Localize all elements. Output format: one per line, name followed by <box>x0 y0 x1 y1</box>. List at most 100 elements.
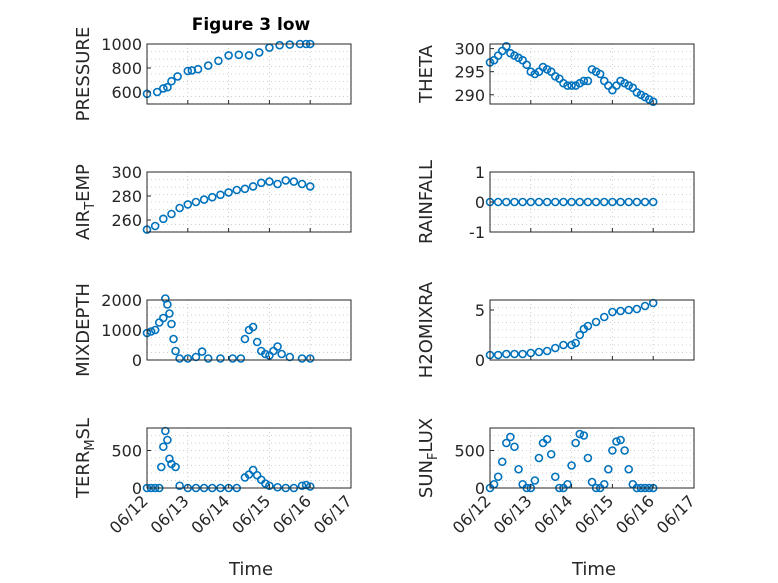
data-point <box>567 81 576 90</box>
data-point <box>305 482 315 491</box>
x-tick-label: 06/17 <box>310 491 356 537</box>
data-point <box>216 190 225 200</box>
data-point <box>493 472 503 482</box>
y-tick-label: 5 <box>475 301 485 320</box>
data-point <box>518 349 527 359</box>
data-point <box>150 325 160 335</box>
data-point <box>522 60 532 70</box>
data-point <box>583 197 593 207</box>
data-point <box>277 349 286 359</box>
data-point <box>563 81 572 90</box>
panel-pressure: 600 800 1000 PRESSURE <box>73 27 352 122</box>
data-point <box>624 305 634 315</box>
x-tick-label: 06/12 <box>106 491 152 537</box>
data-point <box>248 182 258 191</box>
data-point <box>167 319 176 329</box>
y-axis-label: PRESSURE <box>73 27 94 122</box>
data-point <box>591 197 601 207</box>
panel-h2omixra: 0 5 H2OMIXRA <box>416 281 695 378</box>
data-point <box>297 179 307 189</box>
data-point <box>567 197 576 207</box>
data-point <box>171 462 180 472</box>
data-point <box>608 307 617 317</box>
y-axis-label: MIXDEPTH <box>73 283 94 377</box>
y-tick-label: 0 <box>475 479 485 498</box>
axes-box <box>489 43 695 105</box>
data-point <box>575 429 585 439</box>
data-point <box>624 464 634 474</box>
data-point <box>575 197 585 207</box>
data-point <box>167 76 176 86</box>
y-axis-label: THETA <box>416 44 437 104</box>
plot-area <box>490 44 694 104</box>
x-tick-label: 06/12 <box>449 491 495 537</box>
data-point <box>183 200 193 209</box>
data-point <box>305 354 315 363</box>
panel-theta: 290 295 300 THETA <box>416 40 695 106</box>
data-point <box>252 337 262 347</box>
data-point <box>265 481 274 491</box>
y-tick-label: 500 <box>111 442 142 461</box>
data-point <box>534 197 544 207</box>
data-point <box>165 454 174 464</box>
data-point <box>281 176 291 185</box>
data-point <box>183 66 193 76</box>
axes-box <box>489 299 695 361</box>
x-tick-label: 06/13 <box>490 491 536 537</box>
data-point <box>163 435 172 445</box>
data-point <box>616 197 625 207</box>
data-point <box>640 301 650 311</box>
data-point <box>571 438 580 448</box>
data-point <box>502 438 511 448</box>
data-point <box>612 437 621 446</box>
data-point <box>510 442 519 452</box>
data-point <box>616 306 625 316</box>
data-point <box>159 84 168 93</box>
data-point <box>506 432 515 442</box>
data-point <box>550 472 560 482</box>
y-axis-label: SUNFLUX <box>416 418 441 498</box>
data-point <box>248 322 258 332</box>
data-point <box>197 347 207 356</box>
y-axis-label: AIRTEMP <box>73 164 98 240</box>
data-point <box>620 446 629 455</box>
data-point <box>518 197 527 207</box>
data-point <box>150 221 160 231</box>
x-tick-label: 06/14 <box>187 491 233 537</box>
y-tick-label: 500 <box>454 442 485 461</box>
plot-area <box>147 44 351 104</box>
data-point <box>305 182 315 191</box>
y-axis-label: RAINFALL <box>416 160 437 244</box>
data-point <box>193 64 203 74</box>
data-point <box>624 197 634 207</box>
data-point <box>240 184 250 194</box>
data-point <box>604 464 613 474</box>
x-tick-label: 06/14 <box>530 491 576 537</box>
x-tick-label: 06/15 <box>571 491 617 537</box>
axes-box <box>146 43 352 105</box>
data-point <box>542 434 552 444</box>
y-tick-label: 0 <box>132 351 142 370</box>
data-point <box>599 312 609 322</box>
data-point <box>502 349 511 359</box>
y-axis-label: H2OMIXRA <box>416 281 437 378</box>
data-point <box>159 442 168 452</box>
y-tick-label: 280 <box>111 187 142 206</box>
x-axis-label-right: Time <box>571 559 616 580</box>
data-point <box>232 185 242 195</box>
data-point <box>297 354 307 363</box>
data-point <box>224 188 233 197</box>
data-point <box>240 334 250 344</box>
data-point <box>236 354 246 363</box>
y-tick-label: -1 <box>469 223 485 242</box>
data-point <box>165 309 174 318</box>
data-point <box>616 435 625 445</box>
data-point <box>550 343 560 353</box>
data-point <box>583 76 593 86</box>
data-point <box>571 338 580 348</box>
data-point <box>587 477 597 487</box>
data-point <box>203 354 213 363</box>
y-tick-label: 300 <box>454 40 485 59</box>
y-tick-label: 300 <box>111 163 142 182</box>
